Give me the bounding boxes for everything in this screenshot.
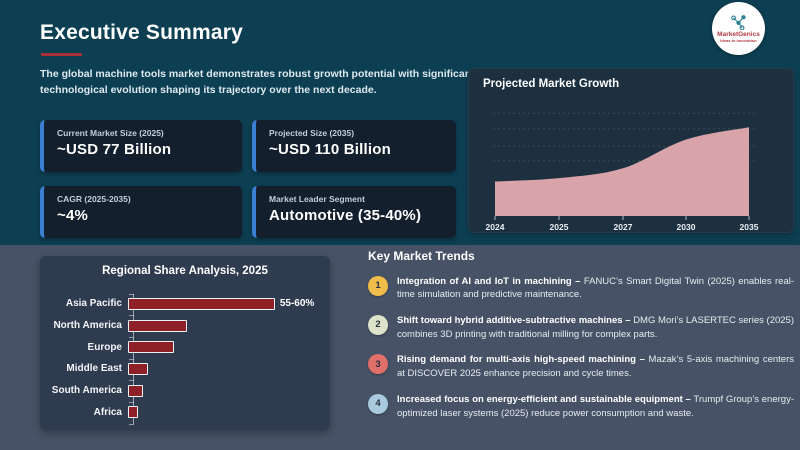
stat-card-projected-size: Projected Size (2035) ~USD 110 Billion [252, 120, 456, 172]
stat-card-value: ~USD 110 Billion [269, 141, 391, 158]
stat-card-label: CAGR (2025-2035) [57, 194, 131, 204]
trend-number-badge: 4 [368, 393, 388, 414]
key-market-trends: Key Market Trends 1 Integration of AI an… [368, 249, 794, 421]
stat-card-value: ~4% [57, 207, 89, 224]
trend-item: 1 Integration of AI and IoT in machining… [368, 275, 794, 303]
bar [128, 406, 139, 419]
growth-chart-panel: Projected Market Growth 2024 2025 2027 2030… [468, 68, 794, 233]
stat-card-label: Market Leader Segment [269, 194, 365, 204]
growth-chart-title: Projected Market Growth [483, 78, 620, 90]
axis-tick [129, 293, 134, 295]
trend-number-badge: 1 [368, 275, 388, 296]
logo-tagline: Ideas to Innovation [720, 37, 757, 43]
logo: MarketGenics Ideas to Innovation [712, 2, 765, 55]
axis-tick [129, 380, 134, 382]
svg-text:2027: 2027 [614, 222, 633, 232]
bar-row: Africa [40, 401, 330, 423]
title-underline [41, 53, 82, 56]
bar [128, 319, 187, 332]
bar-category-label: Europe [87, 341, 122, 353]
bar-category-label: South America [51, 385, 122, 397]
bar [128, 297, 275, 310]
svg-text:2024: 2024 [486, 222, 505, 232]
svg-text:2025: 2025 [550, 222, 569, 232]
axis-tick [129, 315, 134, 317]
axis-tick [129, 336, 134, 338]
bar-category-label: North America [53, 320, 122, 332]
regional-chart-panel: Regional Share Analysis, 2025 Asia Pacif… [40, 256, 330, 430]
trend-item: 2 Shift toward hybrid additive-subtracti… [368, 314, 794, 342]
bar-row: Middle East [40, 358, 330, 380]
bar-row: North America [40, 315, 330, 337]
bar [128, 362, 149, 375]
trend-item: 3 Rising demand for multi-axis high-spee… [368, 353, 794, 381]
trend-text: Integration of AI and IoT in machining –… [397, 275, 794, 301]
stat-card-leader-segment: Market Leader Segment Automotive (35-40%… [252, 186, 456, 238]
bar-category-label: Africa [93, 406, 122, 418]
stat-card-label: Projected Size (2035) [269, 128, 355, 138]
bar [128, 384, 144, 397]
trend-item: 4 Increased focus on energy-efficient an… [368, 393, 794, 421]
bar-category-label: Middle East [66, 363, 122, 375]
growth-area-chart: 2024 2025 2027 2030 2035 [486, 112, 759, 232]
svg-text:2035: 2035 [740, 222, 759, 232]
trends-heading: Key Market Trends [368, 249, 475, 263]
stat-card-value: Automotive (35-40%) [269, 207, 422, 224]
stat-card-value: ~USD 77 Billion [57, 141, 172, 158]
trend-text: Increased focus on energy-efficient and … [397, 393, 794, 419]
stat-cards: Current Market Size (2025) ~USD 77 Billi… [40, 120, 456, 238]
axis-tick [129, 358, 134, 360]
trend-text: Rising demand for multi-axis high-speed … [397, 354, 794, 380]
axis-tick [129, 402, 134, 403]
bar-row: Asia Pacific 55-60% [40, 293, 330, 315]
trend-number-badge: 2 [368, 314, 388, 335]
regional-chart-title: Regional Share Analysis, 2025 [102, 265, 268, 277]
bar-row: Europe [40, 336, 330, 358]
trend-number-badge: 3 [368, 354, 388, 375]
bar [128, 341, 174, 354]
svg-text:2030: 2030 [677, 222, 696, 232]
intro-text: The global machine tools market demonstr… [40, 68, 475, 97]
logo-name: MarketGenics [717, 30, 760, 38]
stat-card-current-size: Current Market Size (2025) ~USD 77 Billi… [40, 120, 242, 172]
page-title: Executive Summary [40, 21, 244, 44]
bar-category-label: Asia Pacific [65, 298, 122, 310]
stat-card-cagr: CAGR (2025-2035) ~4% [40, 186, 242, 238]
bar-row: South America [40, 380, 330, 402]
regional-bar-chart: Asia Pacific 55-60% North America Europe Mid… [40, 293, 330, 423]
trend-text: Shift toward hybrid additive-subtractive… [397, 314, 794, 340]
axis-tick [129, 423, 134, 425]
molecule-icon [731, 14, 746, 30]
stat-card-label: Current Market Size (2025) [57, 128, 164, 138]
bar-value-label: 55-60% [279, 298, 315, 310]
